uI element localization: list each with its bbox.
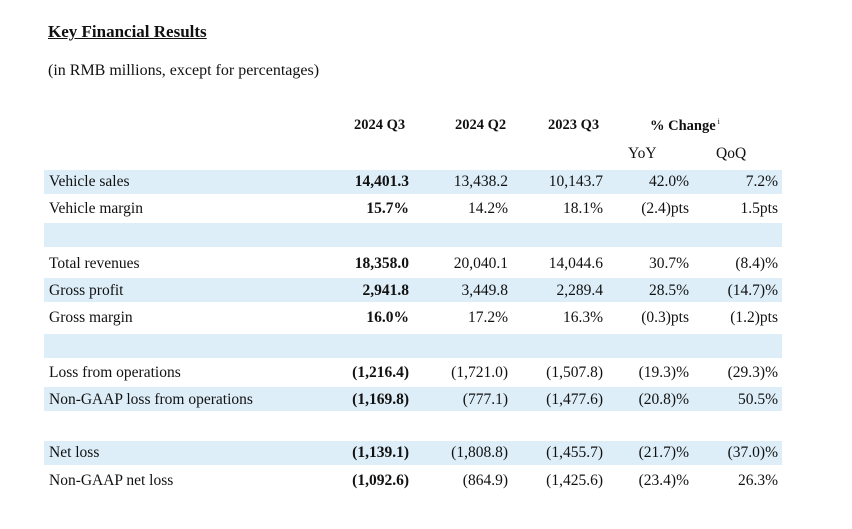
value-qoq: (8.4)%: [735, 255, 778, 272]
value-yoy: 28.5%: [648, 282, 689, 299]
value-2024q2: 17.2%: [467, 309, 508, 326]
value-2023q3: 10,143.7: [548, 173, 603, 190]
table-row-gross-profit: Gross profit 2,941.8 3,449.8 2,289.4 28.…: [0, 279, 852, 303]
col-header-2024q3: 2024 Q3: [354, 117, 406, 133]
value-2023q3: 14,044.6: [548, 255, 603, 272]
value-qoq: 50.5%: [737, 391, 778, 408]
value-2024q3: 16.0%: [366, 309, 409, 326]
units-note: (in RMB millions, except for percentages…: [48, 62, 320, 79]
value-2024q2: (1,808.8): [451, 444, 508, 461]
col-header-qoq: QoQ: [716, 145, 747, 162]
value-2024q2: 14.2%: [467, 200, 508, 217]
row-label: Gross profit: [49, 282, 124, 299]
row-label: Net loss: [49, 444, 100, 461]
col-header-2024q2: 2024 Q2: [455, 117, 507, 133]
value-yoy: (2.4)pts: [641, 200, 689, 217]
value-qoq: (29.3)%: [727, 364, 778, 381]
row-band: [44, 334, 782, 358]
table-row-non-gaap-loss-from-operations: Non-GAAP loss from operations (1,169.8) …: [0, 388, 852, 412]
row-label: Vehicle margin: [49, 200, 143, 217]
value-2024q3: 2,941.8: [362, 282, 410, 299]
value-2023q3: (1,455.7): [546, 444, 603, 461]
table-row-loss-from-operations: Loss from operations (1,216.4) (1,721.0)…: [0, 361, 852, 385]
table-row-gross-margin: Gross margin 16.0% 17.2% 16.3% (0.3)pts …: [0, 306, 852, 330]
value-yoy: 30.7%: [648, 255, 689, 272]
value-yoy: (0.3)pts: [641, 309, 689, 326]
value-2023q3: 16.3%: [562, 309, 603, 326]
value-qoq: 26.3%: [737, 472, 778, 489]
value-2024q3: (1,169.8): [352, 391, 409, 408]
row-label: Non-GAAP loss from operations: [49, 391, 253, 408]
row-label: Non-GAAP net loss: [49, 472, 174, 489]
col-header-yoy: YoY: [628, 145, 657, 162]
value-qoq: 1.5pts: [740, 200, 778, 217]
value-qoq: (1.2)pts: [730, 309, 778, 326]
value-2024q2: (864.9): [462, 472, 508, 489]
value-yoy: 42.0%: [648, 173, 689, 190]
value-yoy: (23.4)%: [638, 472, 689, 489]
row-band: [44, 278, 782, 302]
table-row-total-revenues: Total revenues 18,358.0 20,040.1 14,044.…: [0, 252, 852, 276]
value-yoy: (20.8)%: [638, 391, 689, 408]
value-2023q3: (1,507.8): [546, 364, 603, 381]
value-2024q2: 3,449.8: [461, 282, 509, 299]
value-2023q3: (1,425.6): [546, 472, 603, 489]
value-2024q3: (1,216.4): [352, 364, 409, 381]
value-qoq: (37.0)%: [727, 444, 778, 461]
row-label: Loss from operations: [49, 364, 181, 381]
page-title: Key Financial Results: [48, 22, 207, 41]
value-2024q2: (777.1): [462, 391, 508, 408]
table-row-non-gaap-net-loss: Non-GAAP net loss (1,092.6) (864.9) (1,4…: [0, 469, 852, 493]
value-qoq: 7.2%: [745, 173, 778, 190]
table-row-net-loss: Net loss (1,139.1) (1,808.8) (1,455.7) (…: [0, 441, 852, 465]
value-yoy: (21.7)%: [638, 444, 689, 461]
row-band: [44, 170, 782, 194]
value-2023q3: 18.1%: [562, 200, 603, 217]
row-label: Gross margin: [49, 309, 133, 326]
value-2024q3: 18,358.0: [354, 255, 409, 272]
footnote-marker: i: [717, 117, 720, 126]
col-header-pct-change: % Change i: [650, 117, 720, 135]
value-2024q2: 13,438.2: [453, 173, 508, 190]
row-label: Vehicle sales: [49, 173, 130, 190]
row-band: [44, 223, 782, 247]
value-2024q3: 15.7%: [366, 200, 409, 217]
value-2024q3: (1,092.6): [352, 472, 409, 489]
row-label: Total revenues: [49, 255, 140, 272]
value-2024q2: 20,040.1: [453, 255, 508, 272]
col-header-2023q3: 2023 Q3: [548, 117, 600, 133]
table-row-vehicle-margin: Vehicle margin 15.7% 14.2% 18.1% (2.4)pt…: [0, 197, 852, 221]
row-band: [44, 387, 782, 411]
value-yoy: (19.3)%: [638, 364, 689, 381]
value-2024q3: (1,139.1): [352, 444, 409, 461]
value-2024q3: 14,401.3: [354, 173, 409, 190]
row-band: [44, 441, 782, 465]
value-2023q3: 2,289.4: [556, 282, 604, 299]
value-qoq: (14.7)%: [727, 282, 778, 299]
table-row-vehicle-sales: Vehicle sales 14,401.3 13,438.2 10,143.7…: [0, 170, 852, 194]
value-2024q2: (1,721.0): [451, 364, 508, 381]
value-2023q3: (1,477.6): [546, 391, 603, 408]
pct-change-label: % Change: [650, 117, 716, 134]
